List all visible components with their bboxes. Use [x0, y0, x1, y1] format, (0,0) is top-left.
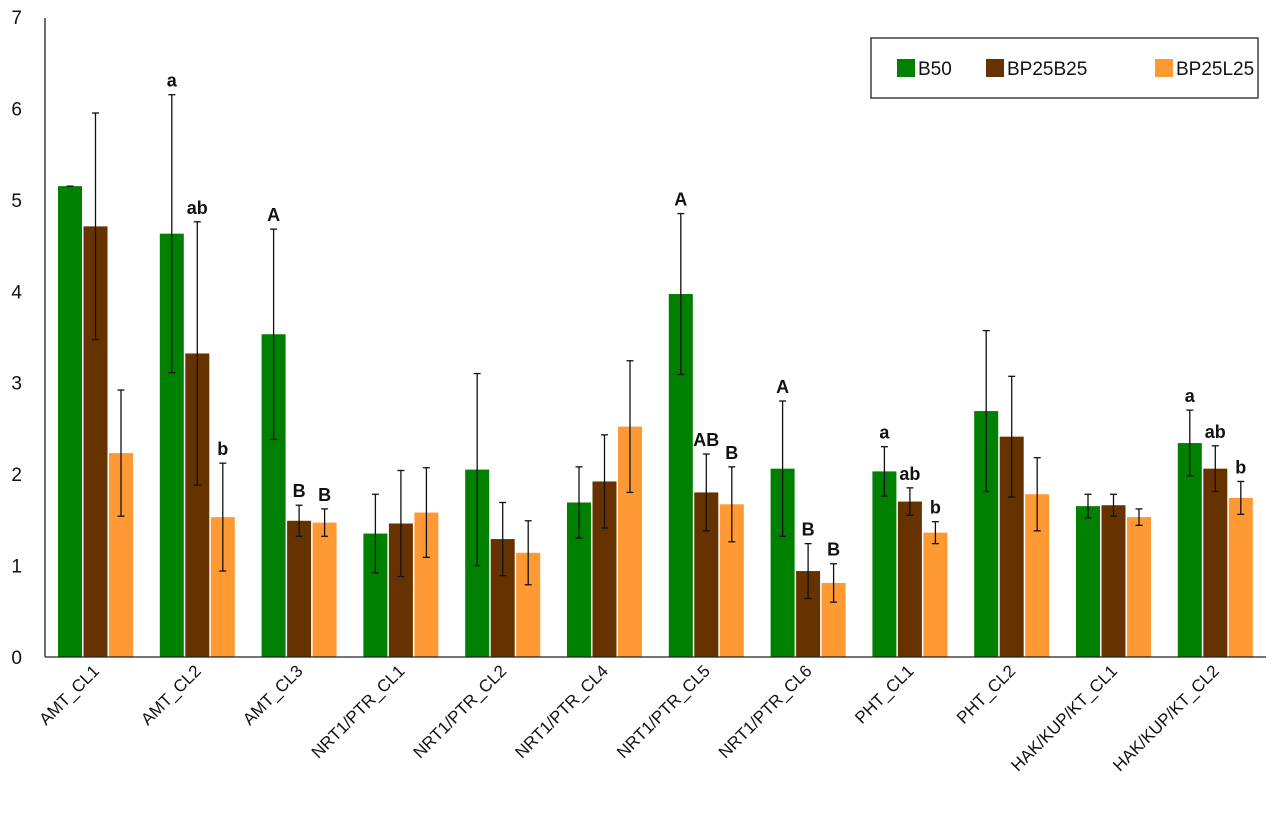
legend-swatch-bp25l25 [1155, 59, 1173, 77]
bar-bp25b25 [287, 520, 312, 657]
legend-box [870, 37, 1259, 99]
significance-letter: A [776, 377, 789, 397]
bars-layer [58, 186, 1253, 657]
significance-letter: a [879, 423, 890, 443]
error-bars-layer [66, 94, 1245, 603]
y-tick-labels: 0 1 2 3 4 5 6 7 [11, 8, 22, 669]
bar-bp25b25 [1203, 468, 1228, 657]
y-tick-label: 7 [11, 8, 22, 29]
legend-label: B50 [918, 59, 952, 80]
x-tick-label: NRT1/PTR_CL4 [511, 661, 612, 762]
y-tick-label: 4 [11, 282, 22, 303]
bar-b50 [1177, 443, 1202, 657]
significance-letter: b [1235, 457, 1246, 477]
y-tick-label: 1 [11, 557, 22, 578]
bar-bp25l25 [1127, 517, 1151, 657]
bar-b50 [58, 186, 82, 657]
significance-letter: a [1185, 386, 1196, 406]
significance-letter: A [267, 205, 280, 225]
y-tick-label: 5 [11, 191, 22, 212]
y-tick-label: 2 [11, 465, 22, 486]
significance-letter: b [217, 439, 228, 459]
bar-bp25b25 [897, 501, 922, 657]
x-tick-label: NRT1/PTR_CL1 [308, 661, 409, 762]
x-tick-label: NRT1/PTR_CL5 [613, 661, 714, 762]
significance-letter: B [318, 485, 331, 505]
significance-letter: B [293, 481, 306, 501]
significance-letter: A [674, 190, 687, 210]
legend-label: BP25B25 [1007, 59, 1087, 80]
significance-letter: B [725, 443, 738, 463]
significance-letter: a [167, 71, 178, 91]
bar-bp25b25 [1101, 505, 1126, 657]
significance-letter: b [930, 498, 941, 518]
legend-swatch-b50 [897, 59, 915, 77]
x-tick-label: NRT1/PTR_CL2 [410, 661, 511, 762]
bar-bp25l25 [1228, 497, 1253, 657]
y-tick-label: 6 [11, 99, 22, 120]
significance-letter: B [802, 520, 815, 540]
y-tick-label: 0 [11, 648, 22, 669]
legend-label: BP25L25 [1176, 59, 1254, 80]
x-tick-label: HAK/KUP/KT_CL1 [1007, 661, 1121, 775]
x-tick-labels: AMT_CL1 AMT_CL2 AMT_CL3 NRT1/PTR_CL1 NRT1/PT… [36, 661, 1223, 775]
x-tick-label: HAK/KUP/KT_CL2 [1109, 661, 1223, 775]
significance-letter: ab [1205, 422, 1226, 442]
x-tick-label: PHT_CL1 [851, 661, 917, 727]
bar-bp25l25 [923, 532, 948, 657]
significance-letter: B [827, 540, 840, 560]
legend: B50 BP25B25 BP25L25 [870, 37, 1259, 99]
x-tick-label: AMT_CL1 [36, 661, 104, 729]
bar-bp25l25 [312, 522, 337, 657]
legend-swatch-bp25b25 [986, 59, 1004, 77]
y-tick-label: 3 [11, 374, 22, 395]
significance-letter: AB [693, 430, 719, 450]
significance-letter: ab [899, 464, 920, 484]
x-tick-label: PHT_CL2 [953, 661, 1019, 727]
x-tick-label: AMT_CL2 [137, 661, 205, 729]
bar-b50 [1076, 506, 1100, 657]
bar-b50 [872, 471, 897, 657]
significance-letter: ab [187, 198, 208, 218]
x-tick-label: AMT_CL3 [239, 661, 307, 729]
x-tick-label: NRT1/PTR_CL6 [715, 661, 816, 762]
